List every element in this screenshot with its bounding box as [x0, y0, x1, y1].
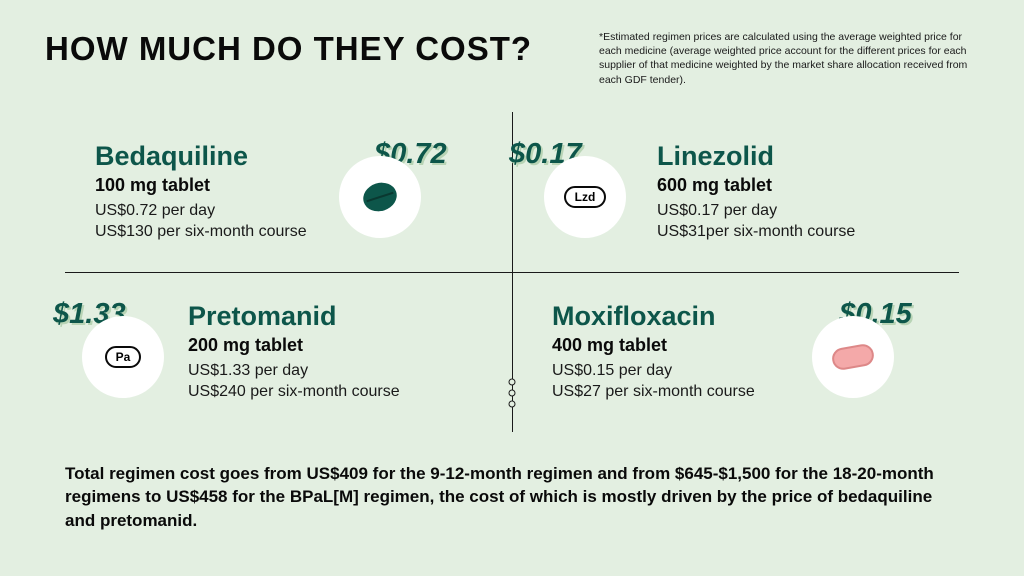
capsule-label-icon: Lzd — [564, 186, 607, 208]
drug-name: Moxifloxacin — [552, 301, 755, 332]
price-per-day: US$0.15 per day — [552, 360, 755, 382]
drug-dose: 600 mg tablet — [657, 175, 855, 196]
page-title: HOW MUCH DO THEY COST? — [45, 30, 532, 68]
cell-linezolid: $0.17 Lzd Linezolid 600 mg tablet US$0.1… — [512, 112, 959, 272]
capsule-icon — [830, 343, 875, 372]
price-per-day: US$0.72 per day — [95, 200, 307, 222]
summary-text: Total regimen cost goes from US$409 for … — [65, 462, 959, 533]
pill-badge: $1.33 Pa — [75, 304, 170, 399]
drug-name: Pretomanid — [188, 301, 400, 332]
price-per-course: US$31per six-month course — [657, 221, 855, 243]
price-per-course: US$27 per six-month course — [552, 381, 755, 403]
drug-dose: 100 mg tablet — [95, 175, 307, 196]
pill-badge: $0.72 — [332, 144, 427, 239]
cell-bedaquiline: Bedaquiline 100 mg tablet US$0.72 per da… — [65, 112, 512, 272]
price-per-course: US$130 per six-month course — [95, 221, 307, 243]
price-per-day: US$0.17 per day — [657, 200, 855, 222]
drug-grid: Bedaquiline 100 mg tablet US$0.72 per da… — [65, 112, 959, 432]
price-per-day: US$1.33 per day — [188, 360, 400, 382]
drug-dose: 200 mg tablet — [188, 335, 400, 356]
cell-moxifloxacin: Moxifloxacin 400 mg tablet US$0.15 per d… — [512, 272, 959, 432]
pill-badge: $0.15 — [805, 304, 900, 399]
tablet-icon — [359, 179, 400, 216]
capsule-label-icon: Pa — [105, 346, 142, 368]
drug-dose: 400 mg tablet — [552, 335, 755, 356]
pill-badge: $0.17 Lzd — [537, 144, 632, 239]
drug-name: Linezolid — [657, 141, 855, 172]
footnote-text: *Estimated regimen prices are calculated… — [599, 30, 979, 87]
price-per-course: US$240 per six-month course — [188, 381, 400, 403]
drug-name: Bedaquiline — [95, 141, 307, 172]
cell-pretomanid: $1.33 Pa Pretomanid 200 mg tablet US$1.3… — [65, 272, 512, 432]
